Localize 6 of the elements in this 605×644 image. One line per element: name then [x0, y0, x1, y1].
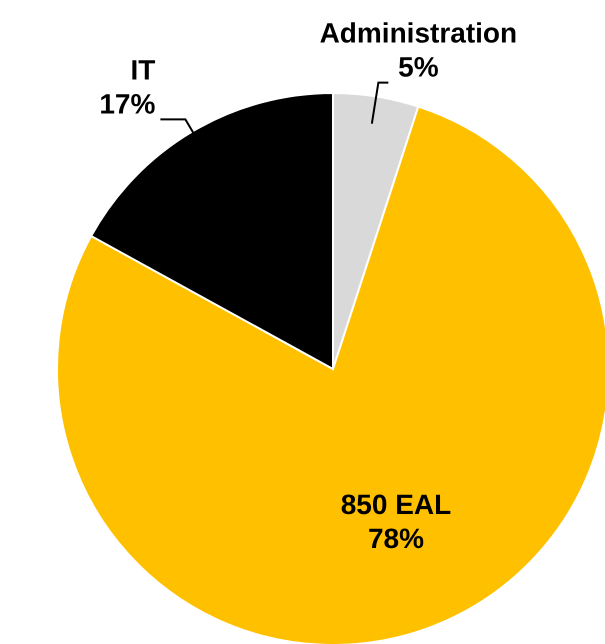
- data-label: 5%: [398, 52, 439, 83]
- slice-label: IT: [130, 54, 156, 86]
- data-label: 78%: [368, 523, 424, 554]
- data-label: 17%: [99, 88, 156, 120]
- slice-label: 850 EAL: [340, 489, 452, 520]
- slice-label: Administration: [320, 18, 518, 49]
